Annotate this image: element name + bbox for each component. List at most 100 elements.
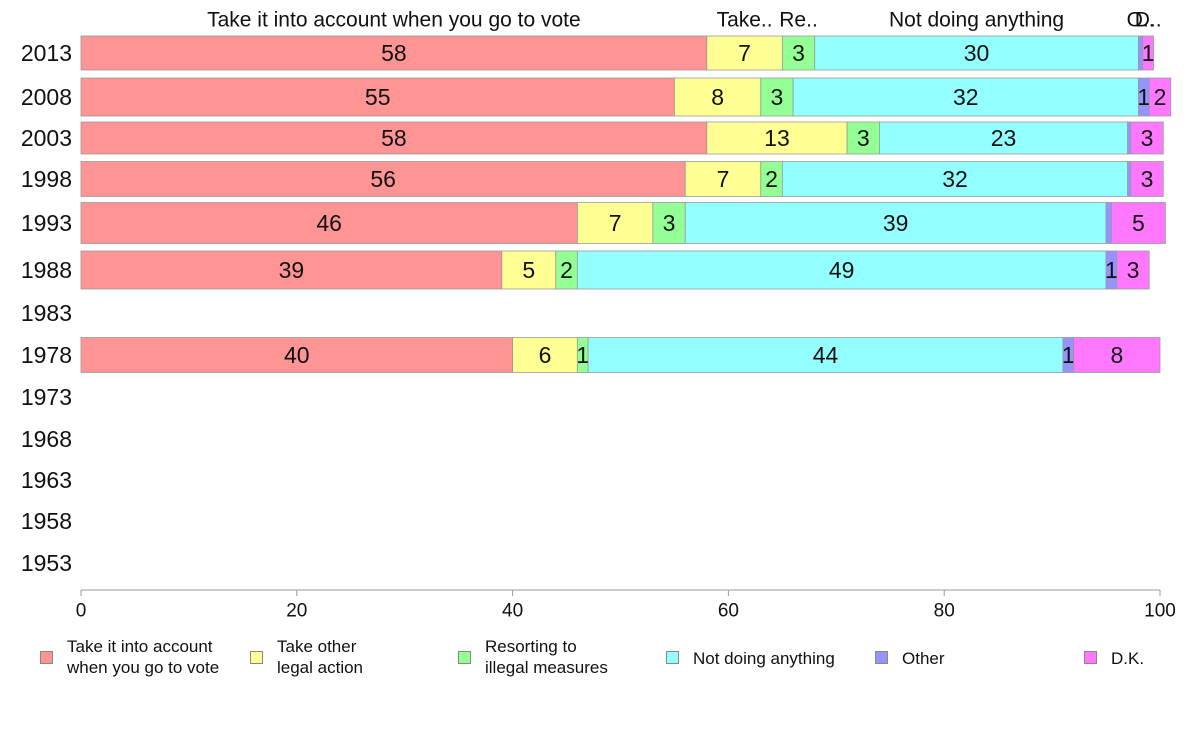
bar-segment bbox=[1142, 35, 1154, 71]
y-tick-label: 2013 bbox=[21, 40, 72, 66]
series-top-label: Not doing anything bbox=[889, 9, 1064, 32]
x-tick-label: 60 bbox=[718, 601, 739, 621]
bar-segment bbox=[706, 35, 783, 71]
bar-segment bbox=[80, 250, 503, 290]
series-top-label: D.. bbox=[1135, 9, 1162, 32]
data-label: 23 bbox=[991, 125, 1017, 151]
legend-item: Take it into account when you go to vote bbox=[40, 636, 219, 678]
data-label: 46 bbox=[316, 210, 342, 236]
legend-swatch bbox=[875, 651, 888, 664]
bar-segment bbox=[1111, 202, 1166, 244]
y-tick-label: 1983 bbox=[21, 300, 72, 326]
data-label: 1 bbox=[576, 342, 589, 368]
bar-segment bbox=[1073, 337, 1161, 373]
data-label: 1 bbox=[1062, 342, 1075, 368]
series-top-label: O.. bbox=[1127, 9, 1155, 32]
bar-segment bbox=[652, 202, 686, 244]
bar-segment bbox=[587, 337, 1064, 373]
legend-swatch bbox=[1084, 651, 1097, 664]
data-label: 1 bbox=[1142, 40, 1155, 66]
y-tick-label: 1953 bbox=[21, 550, 72, 576]
series-top-label: Take.. bbox=[717, 9, 773, 32]
data-label: 56 bbox=[370, 166, 396, 192]
y-tick-label: 2003 bbox=[21, 125, 72, 151]
data-label: 2 bbox=[560, 257, 573, 283]
data-label: 3 bbox=[857, 125, 870, 151]
legend-swatch bbox=[458, 651, 471, 664]
data-label: 7 bbox=[738, 40, 751, 66]
legend-item: Not doing anything bbox=[666, 636, 835, 669]
series-top-label: Take it into account when you go to vote bbox=[207, 9, 581, 32]
data-label: 8 bbox=[711, 84, 724, 110]
x-axis: 0 20 40 60 80 100 bbox=[76, 589, 1176, 621]
legend-label: Take it into account when you go to vote bbox=[67, 637, 220, 677]
data-label: 3 bbox=[771, 84, 784, 110]
bar-segment bbox=[1116, 250, 1150, 290]
legend-label: Resorting to illegal measures bbox=[485, 637, 608, 677]
data-label: 3 bbox=[663, 210, 676, 236]
data-label: 7 bbox=[609, 210, 622, 236]
legend-swatch bbox=[40, 651, 53, 664]
x-tick-label: 40 bbox=[502, 601, 523, 621]
data-label: 55 bbox=[365, 84, 391, 110]
data-label: 13 bbox=[764, 125, 790, 151]
legend: Take it into account when you go to vote… bbox=[0, 636, 1188, 696]
legend-item: Resorting to illegal measures bbox=[458, 636, 608, 678]
bar-segment bbox=[760, 77, 794, 117]
data-label: 2 bbox=[765, 166, 778, 192]
bar-segment bbox=[684, 202, 1107, 244]
y-tick-label: 1978 bbox=[21, 342, 72, 368]
data-label: 3 bbox=[1141, 166, 1154, 192]
data-label: 39 bbox=[279, 257, 305, 283]
data-label: 32 bbox=[953, 84, 979, 110]
x-tick-label: 20 bbox=[286, 601, 307, 621]
bar-segment bbox=[1148, 77, 1172, 117]
data-label: 30 bbox=[964, 40, 990, 66]
x-tick-label: 0 bbox=[76, 601, 87, 621]
y-tick-label: 1958 bbox=[21, 508, 72, 534]
y-tick-label: 1998 bbox=[21, 166, 72, 192]
bar-segment bbox=[80, 337, 514, 373]
data-label: 44 bbox=[813, 342, 839, 368]
series-top-label: Re.. bbox=[779, 9, 818, 32]
bar-segment bbox=[80, 202, 578, 244]
x-tick-label: 100 bbox=[1144, 601, 1176, 621]
bar-segment bbox=[674, 77, 762, 117]
data-label: 7 bbox=[717, 166, 730, 192]
bar-segment bbox=[706, 121, 848, 155]
bar-segment bbox=[1130, 121, 1164, 155]
bar-segment bbox=[1130, 161, 1164, 197]
legend-swatch bbox=[666, 651, 679, 664]
bar-segment bbox=[80, 121, 708, 155]
legend-item: D.K. bbox=[1084, 636, 1144, 669]
data-label: 5 bbox=[1132, 210, 1145, 236]
data-label: 3 bbox=[1127, 257, 1140, 283]
bar-segment bbox=[1127, 161, 1132, 197]
legend-item: Other bbox=[875, 636, 945, 669]
data-label: 58 bbox=[381, 40, 407, 66]
bar-segment bbox=[1105, 202, 1112, 244]
data-label: 39 bbox=[883, 210, 909, 236]
bar-segment bbox=[501, 250, 557, 290]
y-tick-label: 2008 bbox=[21, 84, 72, 110]
data-label: 2 bbox=[1154, 84, 1167, 110]
bar-segment bbox=[879, 121, 1129, 155]
data-label: 5 bbox=[522, 257, 535, 283]
legend-label: Other bbox=[902, 649, 945, 668]
y-tick-label: 1993 bbox=[21, 210, 72, 236]
legend-item: Take other legal action bbox=[250, 636, 363, 678]
data-label: 40 bbox=[284, 342, 310, 368]
data-label: 3 bbox=[1141, 125, 1154, 151]
data-label: 1 bbox=[1105, 257, 1118, 283]
y-tick-label: 1988 bbox=[21, 257, 72, 283]
data-label: 1 bbox=[1137, 84, 1150, 110]
data-label: 49 bbox=[829, 257, 855, 283]
data-label: 3 bbox=[792, 40, 805, 66]
data-label: 6 bbox=[539, 342, 552, 368]
bar-segment bbox=[684, 161, 762, 197]
bar-segment bbox=[80, 161, 686, 197]
y-tick-label: 1963 bbox=[21, 467, 72, 493]
legend-label: D.K. bbox=[1111, 649, 1145, 668]
stacked-bar-chart: Take it into account when you go to vote… bbox=[21, 9, 1176, 621]
legend-swatch bbox=[250, 651, 263, 664]
